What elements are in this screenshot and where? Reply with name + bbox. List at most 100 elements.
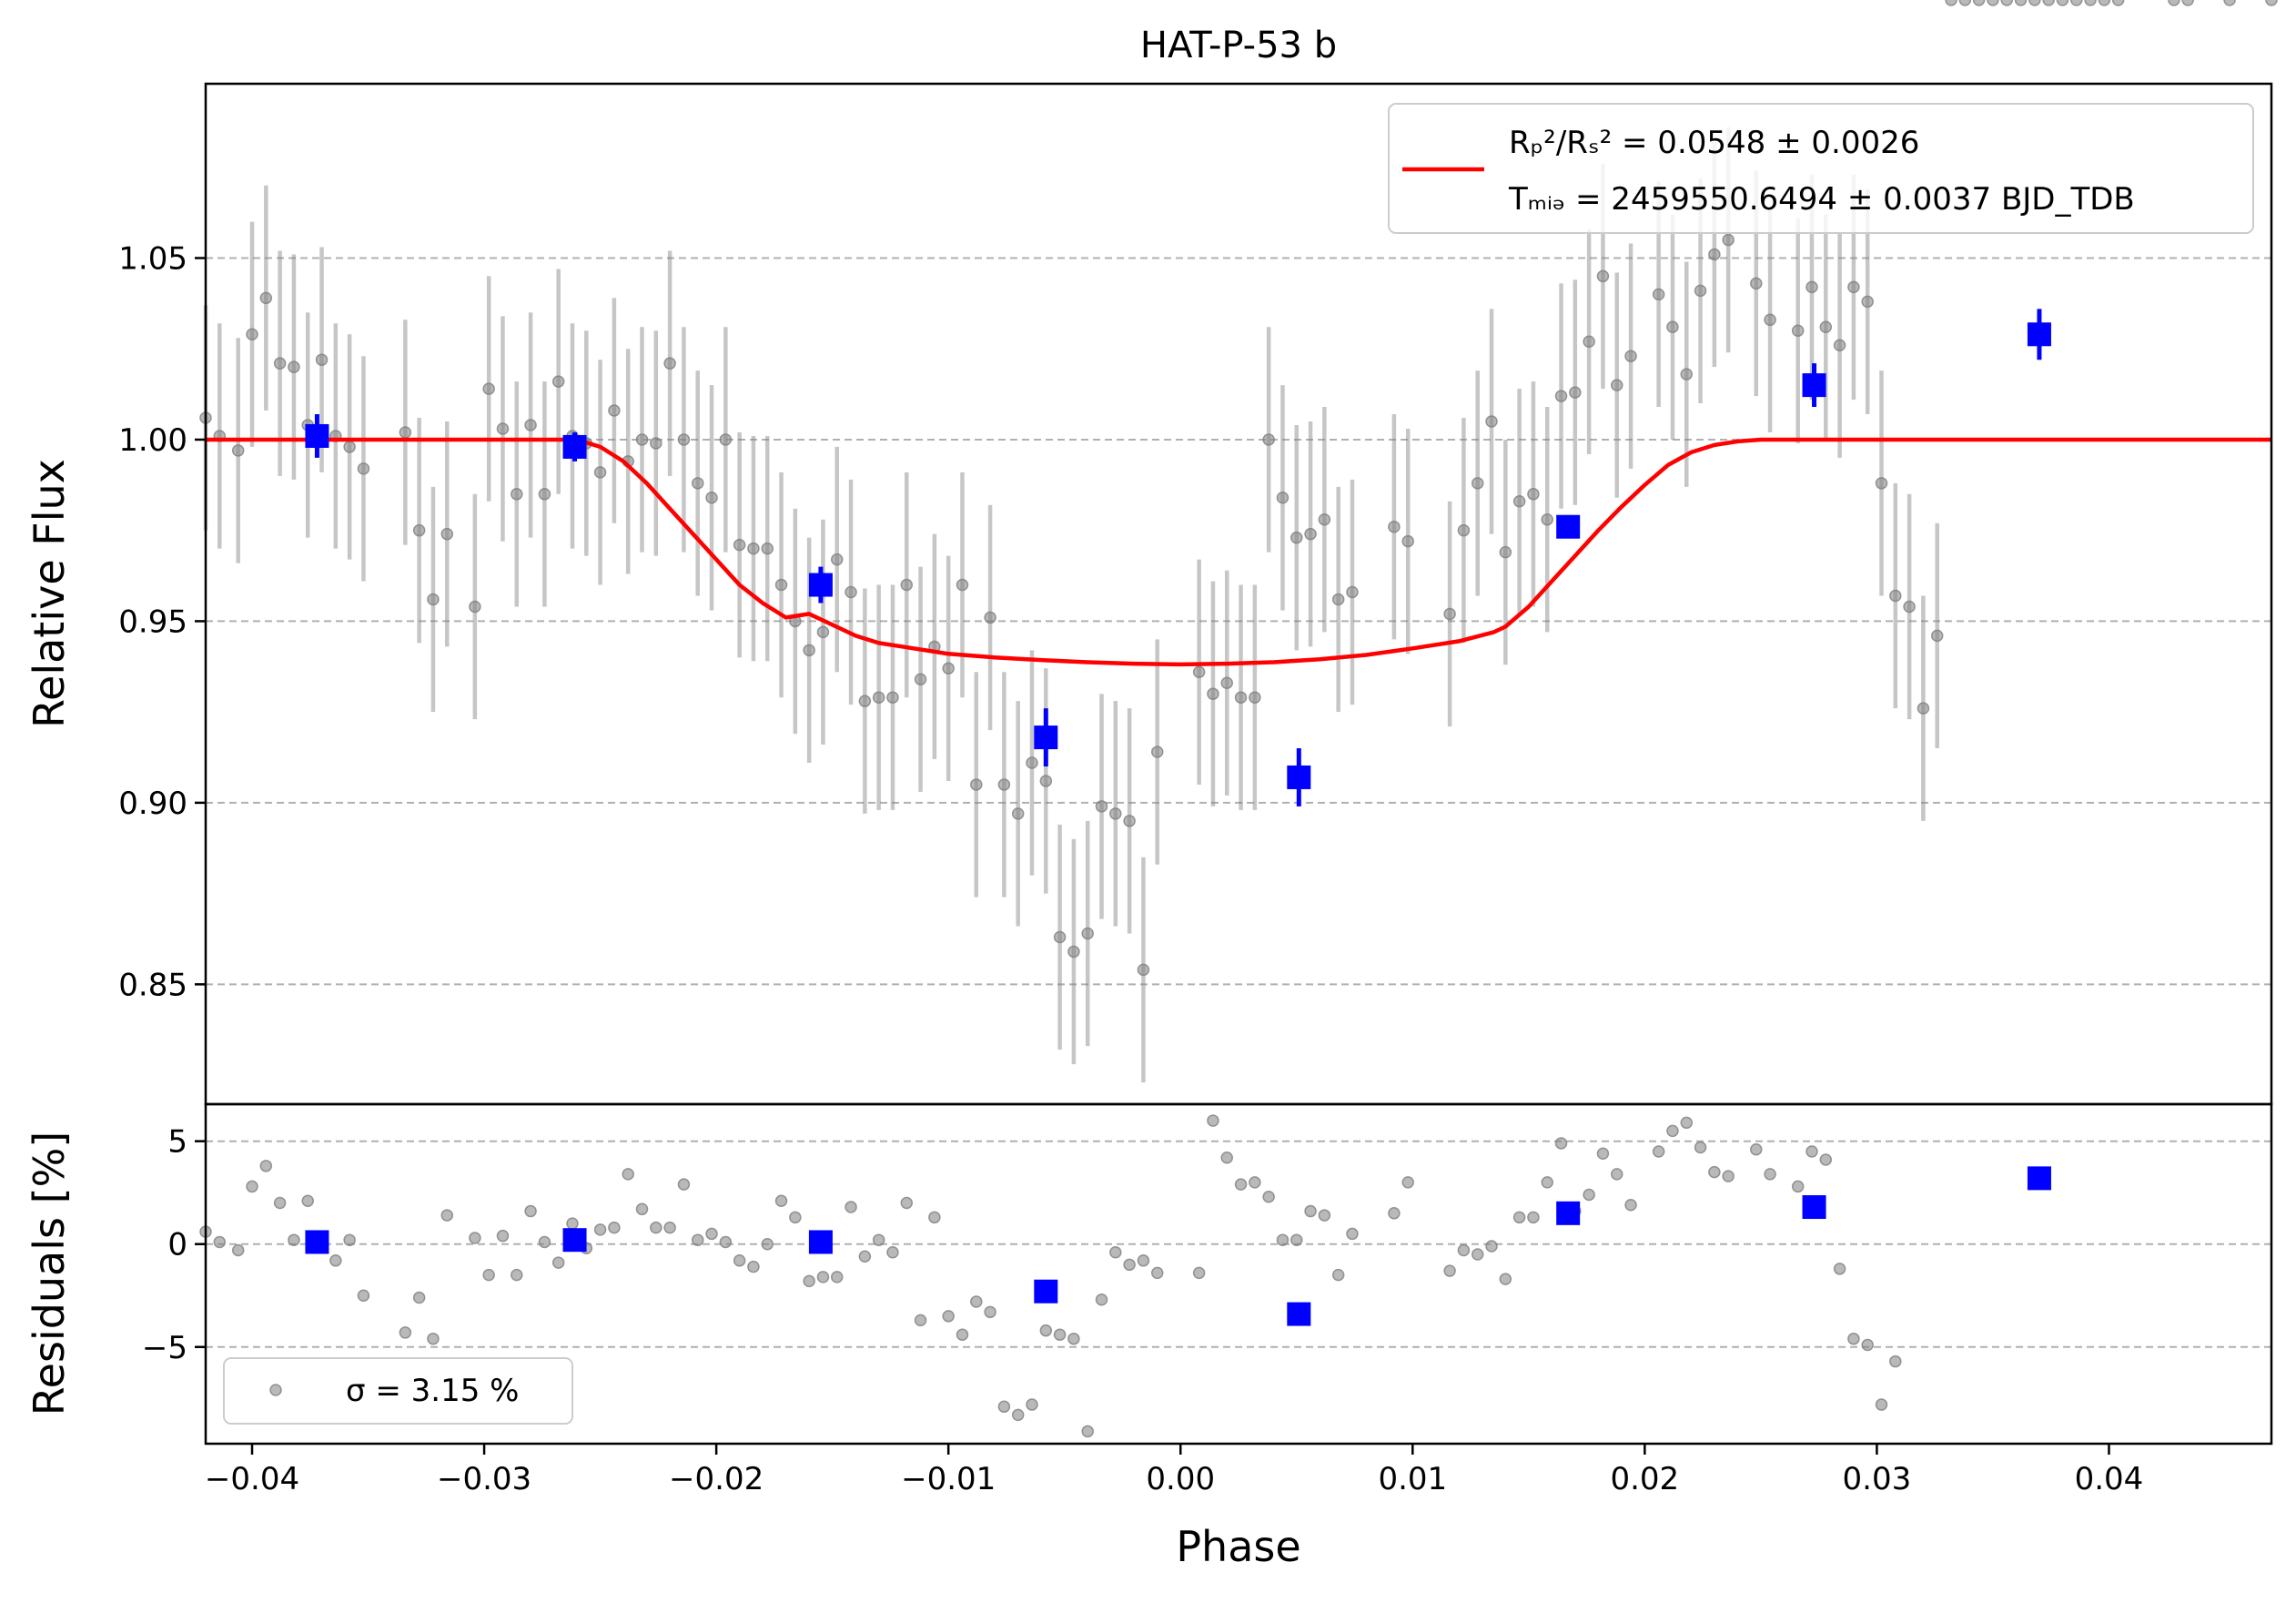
binned-point <box>1556 514 1581 539</box>
residual-point <box>1875 1398 1888 1411</box>
data-point <box>1039 775 1053 787</box>
data-point <box>970 778 983 791</box>
data-point <box>496 422 510 435</box>
binned-point <box>2027 322 2051 347</box>
binned-residual-point <box>1034 1279 1058 1304</box>
data-point <box>1596 269 1610 283</box>
data-point <box>1945 0 1957 6</box>
data-point <box>1388 520 1401 533</box>
residual-point <box>593 1223 607 1236</box>
residual-point <box>1527 1211 1540 1224</box>
residual-point <box>1861 1338 1874 1352</box>
top-data-points <box>199 0 2278 1083</box>
residual-point <box>329 1254 342 1267</box>
data-point <box>831 553 844 566</box>
residual-point <box>246 1180 258 1193</box>
data-point <box>1220 676 1233 689</box>
residual-point <box>1011 1408 1025 1422</box>
data-point <box>2265 0 2278 6</box>
data-point <box>984 611 996 624</box>
data-point <box>1109 807 1122 820</box>
residual-point <box>1249 1176 1261 1189</box>
x-tick-label: 0.03 <box>1843 1461 1912 1497</box>
data-point <box>1791 324 1805 338</box>
top-legend-tmid-label: Tₘᵢₔ = 2459550.6494 ± 0.0037 BJD_TDB <box>1508 181 2135 218</box>
top-y-tick-label: 1.05 <box>118 240 187 277</box>
residual-point <box>1109 1246 1122 1259</box>
binned-residual-point <box>2027 1166 2051 1191</box>
binned-point <box>1802 373 1826 398</box>
binned-residual-point <box>1802 1195 1826 1220</box>
residual-point <box>1067 1332 1080 1345</box>
data-point <box>1318 512 1331 526</box>
data-point <box>1958 0 1972 6</box>
model-curve-line <box>206 437 2271 667</box>
data-point <box>343 441 356 453</box>
residual-point <box>1652 1145 1665 1158</box>
data-point <box>1666 320 1679 334</box>
data-point <box>469 600 481 614</box>
top-y-tick-label: 0.90 <box>118 786 187 822</box>
data-point <box>1833 339 1846 351</box>
residual-point <box>1457 1243 1471 1257</box>
x-tick-label: −0.01 <box>901 1461 996 1497</box>
data-point <box>886 691 899 704</box>
residual-point <box>1123 1258 1136 1272</box>
bottom-panel-frame <box>204 1102 2273 1446</box>
residual-point <box>1443 1264 1456 1277</box>
residual-point <box>1666 1124 1679 1138</box>
data-point <box>2168 0 2180 6</box>
residual-point <box>551 1256 565 1269</box>
data-point <box>1331 593 1345 606</box>
data-point <box>1304 527 1317 541</box>
x-tick-label: 0.04 <box>2075 1461 2144 1497</box>
binned-residual-point <box>305 1230 329 1254</box>
data-point <box>1443 607 1456 621</box>
residual-point <box>1318 1209 1331 1222</box>
data-point <box>231 444 245 457</box>
x-tick-label: −0.02 <box>669 1461 764 1497</box>
residual-point <box>1847 1332 1860 1345</box>
data-point <box>1290 531 1303 544</box>
data-point <box>551 375 565 388</box>
binned-point <box>1287 765 1311 789</box>
top-binned-points <box>305 309 2051 807</box>
data-point <box>1569 386 1582 399</box>
data-point <box>1485 415 1498 428</box>
data-point <box>1554 390 1568 402</box>
data-point <box>259 291 273 305</box>
residual-point <box>1596 1147 1610 1161</box>
data-point <box>1137 963 1150 977</box>
residual-point <box>566 1217 579 1230</box>
residual-point <box>1624 1199 1637 1212</box>
chart-title: HAT-P-53 b <box>1140 25 1337 66</box>
residual-point <box>1722 1170 1735 1182</box>
top-y-tick-label: 0.85 <box>118 967 187 1003</box>
residual-point <box>719 1235 733 1249</box>
data-point <box>1234 691 1248 704</box>
residual-point <box>301 1194 314 1207</box>
data-point <box>1987 0 1999 6</box>
residual-point <box>273 1196 287 1210</box>
data-point <box>1067 945 1080 959</box>
data-point <box>1011 807 1025 820</box>
data-point <box>511 488 523 501</box>
data-point <box>1694 284 1707 298</box>
residual-point <box>496 1229 510 1243</box>
data-point <box>2042 0 2055 6</box>
x-ticks: −0.04 −0.03 −0.02 −0.01 0.00 0.01 0.02 0.03 0.04 <box>205 1444 2143 1497</box>
top-legend: Rₚ²/Rₛ² = 0.0548 ± 0.0026 Tₘᵢₔ = 2459550… <box>1388 103 2254 234</box>
data-point <box>2070 0 2083 6</box>
residual-point <box>1276 1233 1290 1246</box>
residual-point <box>831 1271 844 1283</box>
data-point <box>2056 0 2069 6</box>
data-point <box>2028 0 2041 6</box>
binned-residual-point <box>808 1230 833 1254</box>
data-point <box>1026 756 1038 769</box>
data-point <box>1053 930 1067 944</box>
residual-point <box>1192 1266 1206 1280</box>
data-point <box>482 382 495 395</box>
top-model-curve <box>206 437 2271 667</box>
data-point <box>1861 295 1874 309</box>
